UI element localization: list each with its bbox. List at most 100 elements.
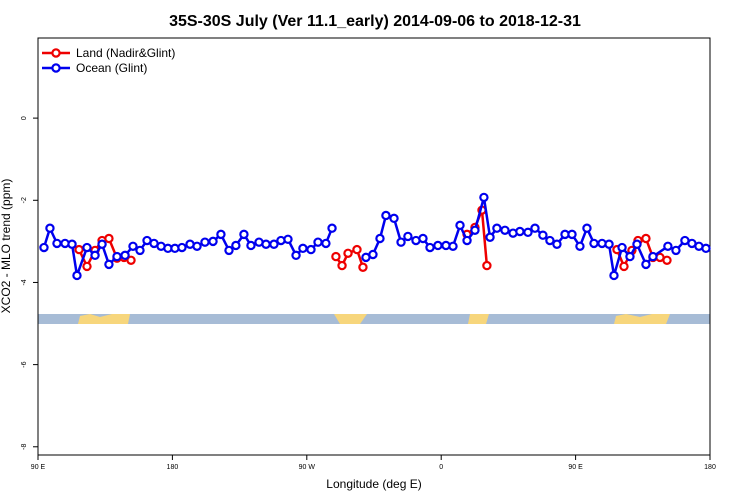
- data-point: [135, 245, 145, 256]
- y-axis-label: XCO2 - MLO trend (ppm): [0, 179, 13, 314]
- data-point: [575, 241, 585, 251]
- data-point: [515, 226, 525, 237]
- data-point: [663, 241, 673, 251]
- data-point: [246, 240, 256, 251]
- data-point: [604, 239, 614, 249]
- data-point: [701, 243, 711, 254]
- data-point: [337, 260, 347, 271]
- data-point: [343, 248, 353, 258]
- data-point: [470, 225, 480, 235]
- data-point: [352, 244, 362, 255]
- data-point: [641, 233, 651, 244]
- y-tick-label: -6: [21, 361, 28, 367]
- data-point: [545, 235, 555, 246]
- data-point: [389, 213, 399, 224]
- data-point: [192, 241, 202, 251]
- data-point: [126, 255, 136, 265]
- data-point: [396, 237, 406, 247]
- x-tick-label: 0: [439, 464, 443, 471]
- data-point: [368, 249, 378, 260]
- land-band: [614, 314, 670, 324]
- data-point: [375, 233, 385, 244]
- data-point: [177, 242, 187, 253]
- data-point: [479, 192, 489, 203]
- data-point: [482, 260, 492, 271]
- data-point: [82, 261, 92, 272]
- data-point: [632, 239, 642, 249]
- data-point: [662, 255, 672, 265]
- data-point: [321, 238, 331, 249]
- legend-label: Land (Nadir&Glint): [76, 46, 175, 60]
- x-tick-label: 180: [167, 464, 179, 471]
- data-point: [485, 232, 495, 242]
- data-point: [492, 223, 502, 233]
- data-point: [619, 261, 629, 272]
- data-point: [283, 234, 293, 245]
- data-point: [200, 237, 210, 247]
- data-point: [500, 225, 510, 235]
- data-point: [418, 233, 428, 244]
- data-point: [313, 237, 323, 247]
- data-point: [671, 245, 681, 256]
- data-point: [45, 223, 55, 233]
- data-point: [128, 241, 138, 251]
- x-tick-label: 90 E: [568, 464, 583, 471]
- data-point: [224, 245, 234, 256]
- data-point: [589, 238, 599, 249]
- data-point: [306, 244, 316, 255]
- data-point: [208, 236, 218, 247]
- data-point: [448, 241, 458, 251]
- legend-marker: [51, 63, 61, 73]
- map-band: [38, 314, 710, 324]
- x-tick-label: 90 W: [299, 464, 316, 471]
- data-point: [552, 239, 562, 249]
- x-tick-label: 90 E: [31, 464, 46, 471]
- y-tick-label: -8: [21, 444, 28, 450]
- data-point: [231, 240, 241, 251]
- ocean-band: [38, 314, 710, 324]
- data-point: [331, 251, 341, 262]
- data-point: [648, 251, 658, 262]
- data-point: [433, 240, 443, 251]
- data-point: [609, 270, 619, 281]
- data-point: [72, 270, 82, 281]
- data-point: [625, 251, 635, 262]
- data-point: [67, 239, 77, 249]
- y-tick-label: -4: [21, 279, 28, 285]
- y-tick-label: 0: [21, 116, 28, 120]
- data-point: [291, 250, 301, 261]
- data-point: [112, 251, 122, 262]
- data-point: [462, 235, 472, 246]
- data-point: [97, 239, 107, 249]
- data-point: [239, 229, 249, 240]
- data-point: [216, 229, 226, 240]
- data-point: [403, 231, 413, 242]
- data-point: [104, 233, 114, 244]
- data-point: [298, 243, 308, 254]
- data-point: [523, 227, 533, 238]
- x-axis-label: Longitude (deg E): [326, 477, 421, 491]
- data-point: [327, 223, 337, 233]
- data-point: [358, 262, 368, 272]
- data-point: [39, 242, 49, 253]
- land-band: [78, 314, 130, 324]
- data-point: [538, 230, 548, 240]
- legend-marker: [51, 48, 61, 58]
- data-point: [90, 250, 100, 261]
- data-point: [381, 210, 391, 221]
- data-point: [567, 229, 577, 240]
- land-band: [334, 314, 367, 324]
- data-point: [455, 220, 465, 231]
- land-band: [468, 314, 489, 324]
- series-line: [42, 197, 707, 276]
- y-tick-label: -2: [21, 197, 28, 203]
- data-point: [641, 259, 651, 270]
- chart-title: 35S-30S July (Ver 11.1_early) 2014-09-06…: [169, 13, 581, 30]
- data-point: [617, 242, 627, 253]
- data-point: [425, 242, 435, 253]
- data-point: [269, 239, 279, 249]
- data-point: [52, 238, 62, 249]
- data-point: [74, 244, 84, 255]
- data-point: [120, 250, 130, 261]
